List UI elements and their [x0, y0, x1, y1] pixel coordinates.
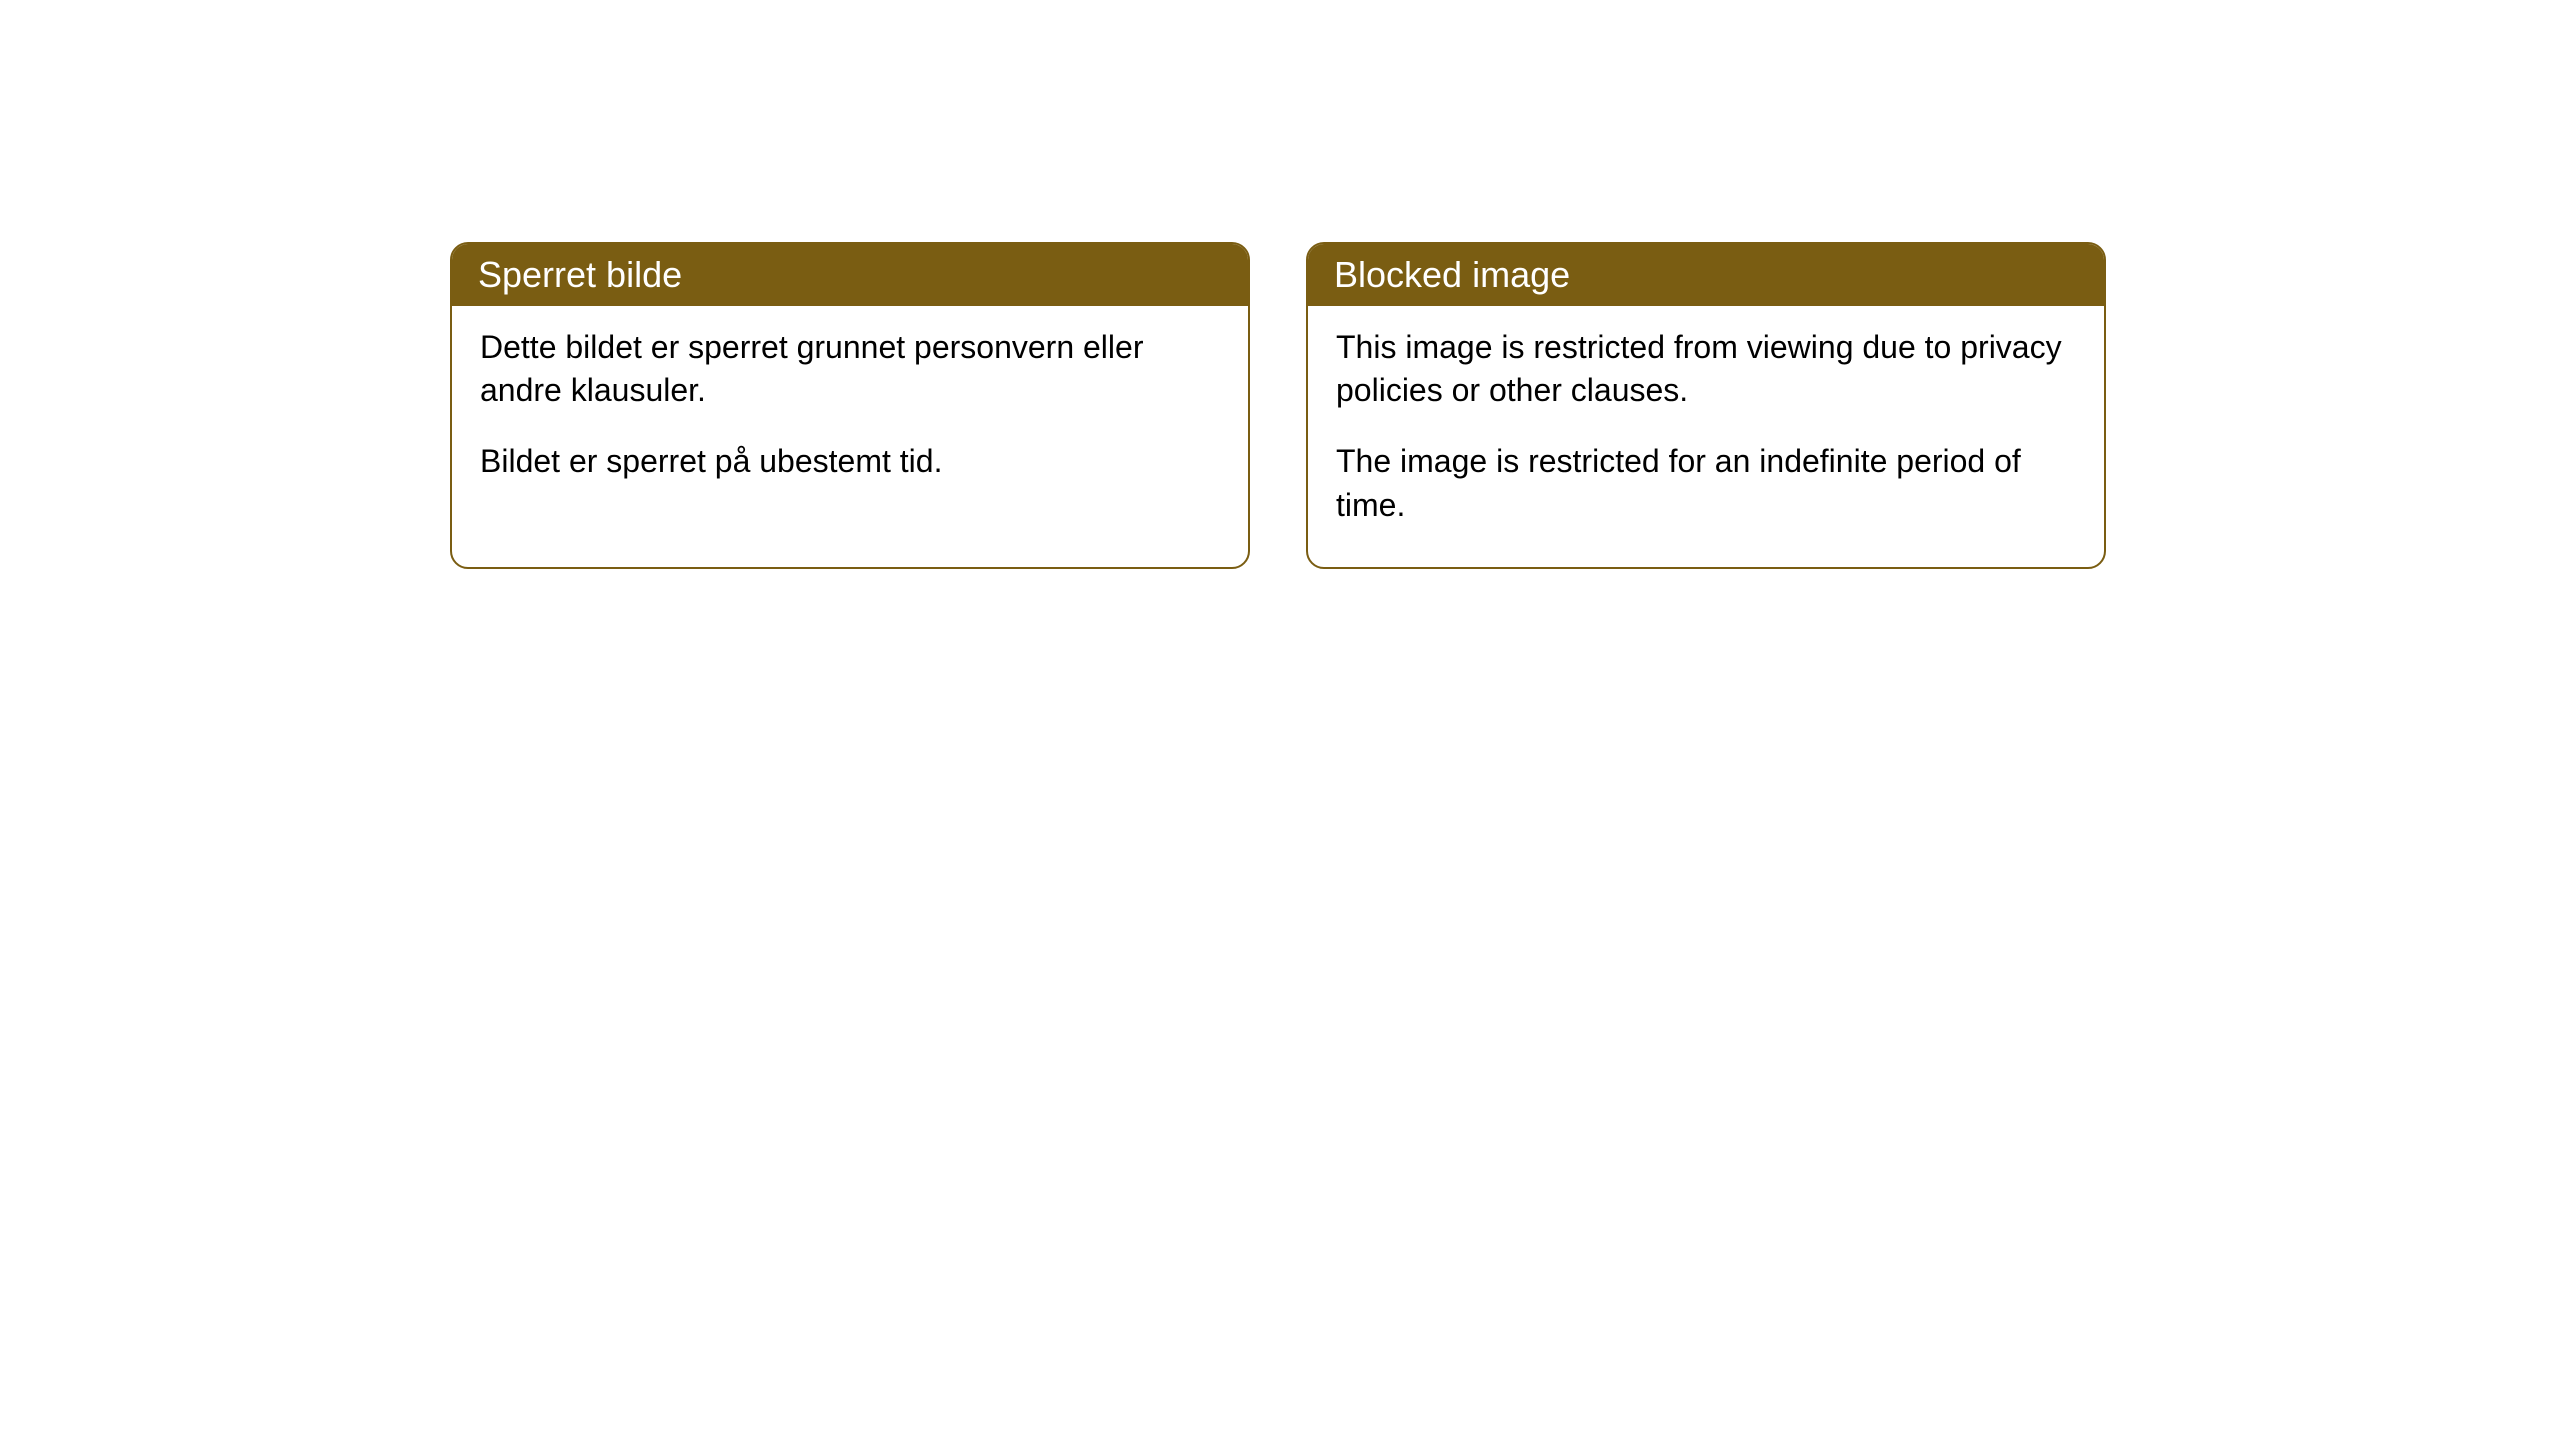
card-text-no-1: Dette bildet er sperret grunnet personve…: [480, 326, 1220, 412]
notice-container: Sperret bilde Dette bildet er sperret gr…: [0, 0, 2560, 569]
card-header-en: Blocked image: [1308, 244, 2104, 306]
card-text-en-2: The image is restricted for an indefinit…: [1336, 440, 2076, 526]
card-body-no: Dette bildet er sperret grunnet personve…: [452, 306, 1248, 524]
card-title-no: Sperret bilde: [478, 254, 682, 295]
card-header-no: Sperret bilde: [452, 244, 1248, 306]
card-title-en: Blocked image: [1334, 254, 1570, 295]
blocked-image-card-en: Blocked image This image is restricted f…: [1306, 242, 2106, 569]
card-text-no-2: Bildet er sperret på ubestemt tid.: [480, 440, 1220, 483]
blocked-image-card-no: Sperret bilde Dette bildet er sperret gr…: [450, 242, 1250, 569]
card-body-en: This image is restricted from viewing du…: [1308, 306, 2104, 567]
card-text-en-1: This image is restricted from viewing du…: [1336, 326, 2076, 412]
